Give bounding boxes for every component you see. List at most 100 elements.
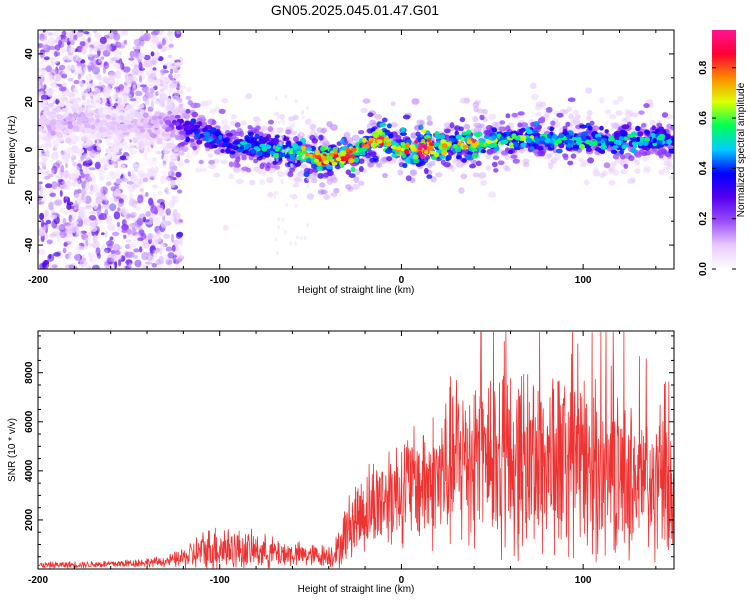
noise-blob: [107, 222, 115, 231]
noise-blob: [132, 238, 137, 244]
noise-blob: [79, 80, 84, 88]
ridge-blob: [555, 139, 562, 144]
ridge-blob: [96, 133, 102, 138]
ridge-blob: [621, 117, 628, 124]
ridge-blob: [546, 153, 553, 159]
noise-blob: [67, 64, 71, 73]
ridge-blob: [550, 143, 555, 149]
ridge-blob: [293, 177, 302, 183]
noise-blob: [92, 264, 100, 269]
noise-blob: [53, 51, 58, 57]
noise-blob: [67, 235, 76, 243]
ridge-blob: [84, 92, 89, 97]
ridge-blob: [218, 134, 223, 141]
ridge-blob: [52, 89, 58, 96]
ridge-blob: [42, 136, 50, 142]
ridge-blob: [652, 138, 657, 144]
ridge-blob: [538, 145, 544, 151]
noise-blob: [98, 175, 105, 181]
noise-blob: [300, 132, 304, 137]
ridge-blob: [520, 135, 527, 141]
ridge-blob: [95, 103, 103, 109]
noise-blob: [86, 54, 94, 57]
ridge-blob: [185, 95, 192, 101]
ridge-blob: [553, 153, 561, 161]
ridge-blob: [612, 145, 619, 149]
ridge-blob: [222, 124, 230, 131]
noise-blob: [150, 205, 158, 214]
noise-blob: [59, 189, 63, 197]
ridge-blob: [610, 149, 618, 154]
ridge-blob: [314, 149, 320, 156]
y-tick-label: 6000: [24, 410, 35, 433]
noise-blob: [63, 185, 68, 190]
ridge-blob: [382, 172, 388, 179]
ridge-blob: [353, 176, 360, 183]
ridge-blob: [316, 165, 323, 171]
ridge-blob: [186, 87, 192, 92]
noise-blob: [155, 78, 162, 82]
ridge-blob: [54, 120, 62, 126]
noise-blob: [118, 84, 125, 92]
noise-blob: [276, 111, 280, 116]
noise-blob: [294, 159, 298, 164]
ridge-blob: [526, 129, 533, 135]
ridge-blob: [657, 139, 663, 145]
ridge-blob: [485, 165, 492, 171]
ridge-blob: [272, 160, 278, 165]
ridge-blob: [665, 152, 672, 158]
ridge-blob: [211, 144, 218, 149]
ridge-blob: [512, 158, 520, 164]
noise-blob: [136, 217, 144, 226]
noise-blob: [135, 39, 143, 45]
noise-blob: [303, 236, 307, 241]
noise-blob: [150, 42, 158, 51]
ridge-blob: [185, 108, 191, 114]
ridge-blob: [46, 98, 54, 104]
ridge-blob: [511, 112, 518, 118]
noise-blob: [44, 209, 49, 217]
ridge-blob: [122, 140, 128, 146]
ridge-blob: [232, 140, 239, 145]
noise-blob: [129, 149, 137, 155]
noise-blob: [77, 188, 82, 194]
ridge-blob: [203, 136, 210, 141]
ridge-blob: [618, 136, 625, 142]
noise-blob: [150, 78, 156, 84]
ridge-blob: [57, 133, 64, 139]
noise-blob: [55, 30, 61, 33]
ridge-blob: [611, 161, 617, 167]
noise-blob: [68, 47, 76, 54]
x-tick-label: -100: [210, 275, 230, 286]
noise-blob: [164, 254, 169, 264]
noise-blob: [145, 253, 152, 258]
ridge-blob: [520, 122, 529, 128]
ridge-blob: [444, 128, 451, 134]
ridge-blob: [658, 152, 664, 159]
noise-blob: [306, 223, 310, 227]
snr-x-axis-label: Height of straight line (km): [298, 584, 415, 595]
ridge-blob: [613, 122, 620, 129]
ridge-blob: [449, 122, 455, 129]
ridge-blob: [596, 136, 602, 142]
ridge-blob: [323, 172, 329, 178]
noise-blob: [92, 54, 100, 59]
noise-blob: [66, 255, 72, 261]
ridge-blob: [165, 126, 172, 131]
y-tick-label: 2000: [24, 508, 35, 531]
ridge-blob: [555, 148, 563, 154]
ridge-blob: [402, 162, 408, 169]
ridge-blob: [491, 127, 498, 133]
noise-blob: [100, 205, 104, 209]
ridge-blob: [208, 159, 216, 165]
noise-blob: [42, 165, 47, 170]
noise-blob: [125, 62, 133, 67]
ridge-blob: [267, 192, 274, 198]
noise-blob: [290, 163, 294, 168]
ridge-blob: [612, 99, 620, 106]
ridge-blob: [368, 137, 374, 142]
ridge-blob: [258, 131, 264, 137]
noise-blob: [72, 251, 79, 255]
noise-blob: [171, 63, 177, 67]
